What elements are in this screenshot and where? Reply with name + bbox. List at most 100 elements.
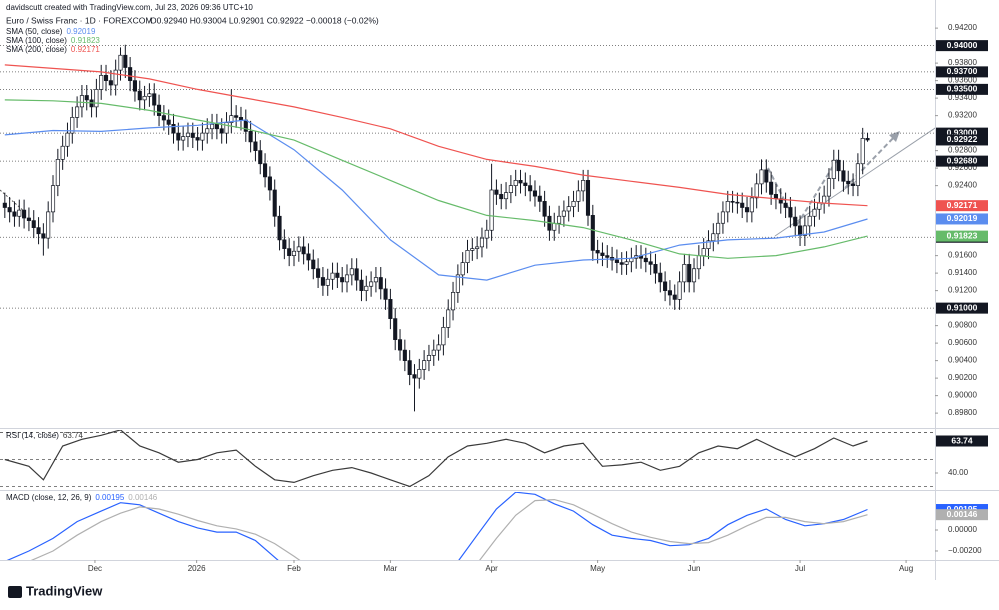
candle-body [267, 176, 272, 191]
candle-body [407, 360, 412, 375]
candle-body [388, 299, 393, 319]
candle-body [84, 95, 89, 101]
candle-body [581, 180, 586, 192]
candle-body [60, 145, 65, 160]
candle-body [590, 215, 595, 251]
price-tag [936, 66, 988, 78]
candle-body [807, 215, 812, 227]
candle-body [417, 369, 422, 379]
candle-body [306, 253, 311, 261]
y-tick-label: 0.92600 [948, 163, 977, 172]
indicator-line [4, 430, 868, 488]
candle-body [701, 248, 706, 256]
candle-body [812, 208, 817, 217]
logo-text: TradingView [26, 583, 103, 598]
candle-body [749, 197, 754, 213]
symbol: Euro / Swiss Franc · 1D · FOREXCOM [6, 15, 152, 25]
y-tick-label: 0.93400 [948, 93, 977, 102]
candle-body [605, 255, 610, 258]
y-tick-label: 0.90400 [948, 356, 977, 365]
candle-body [373, 277, 378, 283]
candle-body [359, 279, 364, 291]
price-tag [936, 134, 988, 146]
legend-value: 0.92171 [71, 45, 100, 54]
candle-body [12, 211, 17, 217]
candle-body [788, 207, 793, 218]
candle-body [99, 75, 104, 90]
candle-body [648, 261, 653, 265]
price-tag-label: 63.74 [951, 435, 973, 445]
candle-body [513, 180, 518, 186]
candle-body [31, 220, 36, 228]
candle-body [504, 192, 509, 200]
candle-body [224, 122, 229, 134]
candle-body [585, 180, 591, 216]
candle-body [571, 201, 576, 207]
candle-body [320, 277, 325, 286]
candle-body [108, 80, 113, 86]
x-tick-label: 2026 [188, 564, 206, 573]
candle-body [499, 194, 504, 200]
candle-body [137, 90, 142, 101]
candle-body [494, 189, 499, 195]
y-tick-label: 0.93200 [948, 111, 977, 120]
x-tick-label: Feb [287, 564, 301, 573]
price-tag [936, 213, 988, 225]
candle-body [436, 344, 441, 351]
candle-body [851, 183, 856, 186]
price-tag [936, 200, 988, 212]
candle-body [730, 201, 735, 203]
candle-body [70, 117, 75, 134]
candle-body [325, 278, 330, 286]
price-tag [936, 83, 988, 95]
candle-body [470, 248, 475, 251]
price-tag-label: 0.92680 [947, 155, 978, 165]
candle-body [846, 180, 851, 185]
candle-body [258, 150, 263, 165]
candle-body [113, 69, 118, 86]
candle-body [311, 259, 316, 270]
candle-body [831, 159, 836, 179]
candle-body [426, 355, 431, 361]
candle-body [677, 281, 682, 300]
candle-body [619, 262, 624, 265]
candle-body [205, 128, 210, 134]
candle-body [176, 132, 181, 141]
logo: TradingView [8, 583, 103, 598]
y-tick-label: 0.00000 [948, 525, 977, 534]
price-tag-label: 0.00195 [947, 504, 978, 514]
candle-body [855, 163, 860, 186]
credit: davidscutt created with TradingView.com,… [6, 3, 253, 12]
candle-body [860, 138, 865, 165]
legend-value: 0.92019 [66, 27, 95, 36]
candle-body [725, 201, 730, 213]
candle-body [354, 268, 359, 281]
y-tick-label: 0.90200 [948, 373, 977, 382]
candle-body [450, 292, 456, 311]
candle-body [764, 169, 769, 183]
candle-body [475, 246, 480, 249]
candle-body [687, 264, 692, 283]
price-tag [936, 509, 988, 521]
candle-body [344, 274, 350, 283]
candle-body [508, 185, 513, 193]
x-tick-label: Jun [688, 564, 701, 573]
candle-body [798, 225, 803, 236]
candle-body [402, 349, 407, 361]
ohlc: O0.92940 H0.93004 L0.92901 C0.92922 −0.0… [150, 15, 379, 25]
candle-body [185, 132, 191, 137]
candle-body [735, 201, 740, 204]
candle-body [17, 209, 22, 217]
candle-body [364, 285, 369, 291]
candle-body [335, 272, 340, 278]
candle-body [94, 89, 99, 108]
candle-body [600, 252, 605, 256]
candle-body [79, 95, 84, 108]
y-tick-label: 0.93600 [948, 76, 977, 85]
candle-body [465, 250, 470, 263]
x-tick-label: Dec [88, 564, 102, 573]
legend-value: 63.74 [63, 431, 84, 440]
candle-body [397, 339, 403, 351]
y-tick-label: 0.92800 [948, 146, 977, 155]
legend-value: 0.00195 [95, 493, 124, 502]
